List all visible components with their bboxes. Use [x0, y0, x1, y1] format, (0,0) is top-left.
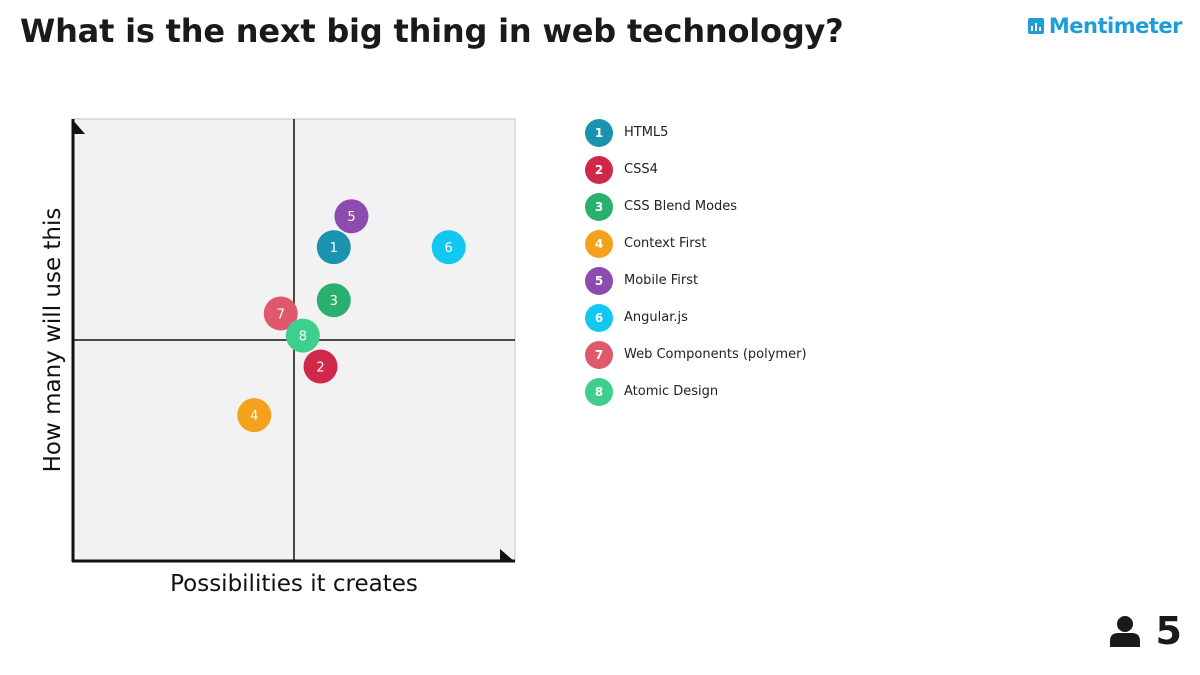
y-axis-label: How many will use this [40, 208, 66, 473]
legend-badge-3: 3 [585, 192, 613, 221]
data-point-8 [285, 318, 320, 353]
legend-item-7: 7 Web Components (polymer) [585, 336, 807, 373]
person-icon [1109, 616, 1140, 647]
data-point-label-6: 6 [445, 241, 453, 256]
legend-label-3: CSS Blend Modes [624, 199, 738, 214]
x-axis-label: Possibilities it creates [170, 571, 418, 597]
x-axis-arrow [500, 549, 515, 562]
legend-item-5: 5 Mobile First [585, 262, 807, 299]
legend-item-4: 4 Context First [585, 225, 807, 262]
data-point-1 [316, 230, 351, 265]
legend-badge-5: 5 [585, 266, 613, 295]
y-axis-arrow [72, 119, 85, 134]
data-point-label-7: 7 [277, 307, 285, 322]
legend-item-8: 8 Atomic Design [585, 373, 807, 410]
bar-chart-icon [1027, 18, 1044, 34]
data-points: 1 2 3 4 5 6 78 [237, 199, 466, 433]
legend-item-2: 2 CSS4 [585, 151, 807, 188]
legend-item-1: 1 HTML5 [585, 114, 807, 151]
data-point-7 [263, 296, 298, 331]
slide-title: What is the next big thing in web techno… [20, 12, 844, 50]
legend-item-3: 3 CSS Blend Modes [585, 188, 807, 225]
legend-badge-8: 8 [585, 377, 613, 406]
legend-label-8: Atomic Design [624, 384, 719, 399]
legend: 1 HTML5 2 CSS4 3 CSS Blend Modes 4 Context Firs… [585, 114, 807, 410]
legend-badge-4: 4 [585, 229, 613, 258]
legend-label-1: HTML5 [624, 125, 669, 140]
legend-badge-7: 7 [585, 340, 613, 369]
data-point-6 [431, 230, 466, 265]
data-point-label-5: 5 [347, 210, 355, 225]
legend-badge-6: 6 [585, 303, 613, 332]
data-point-4 [237, 398, 272, 433]
data-point-3 [316, 283, 351, 318]
data-point-label-4: 4 [250, 409, 258, 424]
data-point-5 [334, 199, 369, 234]
data-point-label-3: 3 [330, 294, 338, 309]
brand-logo: Mentimeter [1027, 14, 1183, 38]
legend-label-4: Context First [624, 236, 707, 251]
legend-label-7: Web Components (polymer) [624, 347, 807, 362]
brand-name: Mentimeter [1048, 14, 1183, 38]
legend-item-6: 6 Angular.js [585, 299, 807, 336]
data-point-label-1: 1 [330, 241, 338, 256]
legend-badge-1: 1 [585, 118, 613, 147]
data-point-label-2: 2 [316, 361, 324, 376]
participant-count-value: 5 [1155, 609, 1182, 653]
legend-label-2: CSS4 [624, 162, 658, 177]
participant-count: 5 [1108, 609, 1182, 653]
legend-badge-2: 2 [585, 155, 613, 184]
data-point-label-8: 8 [299, 330, 307, 345]
data-point-2 [303, 349, 338, 384]
legend-label-5: Mobile First [624, 273, 699, 288]
legend-label-6: Angular.js [624, 310, 688, 325]
